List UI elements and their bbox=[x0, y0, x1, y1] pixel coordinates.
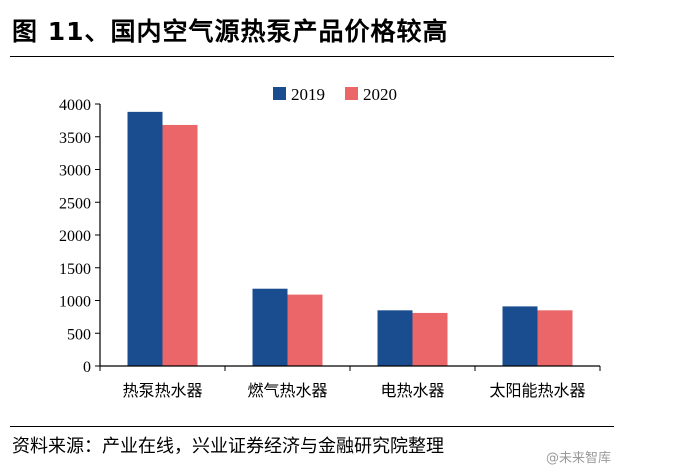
bar-2020-4 bbox=[537, 310, 573, 366]
chart-legend: 2019 2020 bbox=[273, 85, 397, 104]
axes-group: 热泵热水器 燃气热水器 电热水器 太阳能热水器 0 500 1000 1500 2000 2500… bbox=[59, 97, 601, 400]
x-tick-label: 电热水器 bbox=[380, 381, 444, 400]
x-tick-label: 燃气热水器 bbox=[247, 381, 327, 400]
y-tick-label: 2000 bbox=[59, 228, 91, 245]
bar-2020-3 bbox=[412, 312, 448, 366]
bar-2019-1 bbox=[127, 111, 163, 366]
legend-label-2019: 2019 bbox=[291, 85, 325, 104]
y-tick-label: 2500 bbox=[59, 195, 91, 212]
y-tick-label: 3500 bbox=[59, 130, 91, 147]
legend-label-2020: 2020 bbox=[363, 85, 397, 104]
legend-swatch-2020 bbox=[345, 87, 358, 100]
source-note: 资料来源：产业在线，兴业证券经济与金融研究院整理 bbox=[12, 436, 444, 457]
y-tick-label: 500 bbox=[67, 326, 91, 343]
x-tick-label: 太阳能热水器 bbox=[489, 381, 585, 400]
y-tick-label: 4000 bbox=[59, 97, 91, 114]
watermark: @未来智库 bbox=[546, 451, 612, 466]
bar-2019-4 bbox=[502, 306, 538, 366]
bar-2019-2 bbox=[252, 288, 288, 366]
y-tick-label: 1500 bbox=[59, 261, 91, 278]
y-tick-label: 3000 bbox=[59, 163, 91, 180]
top-rule bbox=[10, 56, 614, 57]
bar-2019-3 bbox=[377, 310, 413, 366]
y-tick-label: 1000 bbox=[59, 294, 91, 311]
bar-2020-2 bbox=[287, 294, 323, 366]
x-tick-label: 热泵热水器 bbox=[122, 381, 202, 400]
y-tick-label: 0 bbox=[83, 359, 91, 376]
figure-title: 图 11、国内空气源热泵产品价格较高 bbox=[12, 17, 449, 46]
bars-group bbox=[127, 111, 573, 367]
bottom-rule bbox=[10, 426, 614, 427]
legend-swatch-2019 bbox=[273, 87, 286, 100]
bar-2020-1 bbox=[162, 124, 198, 367]
